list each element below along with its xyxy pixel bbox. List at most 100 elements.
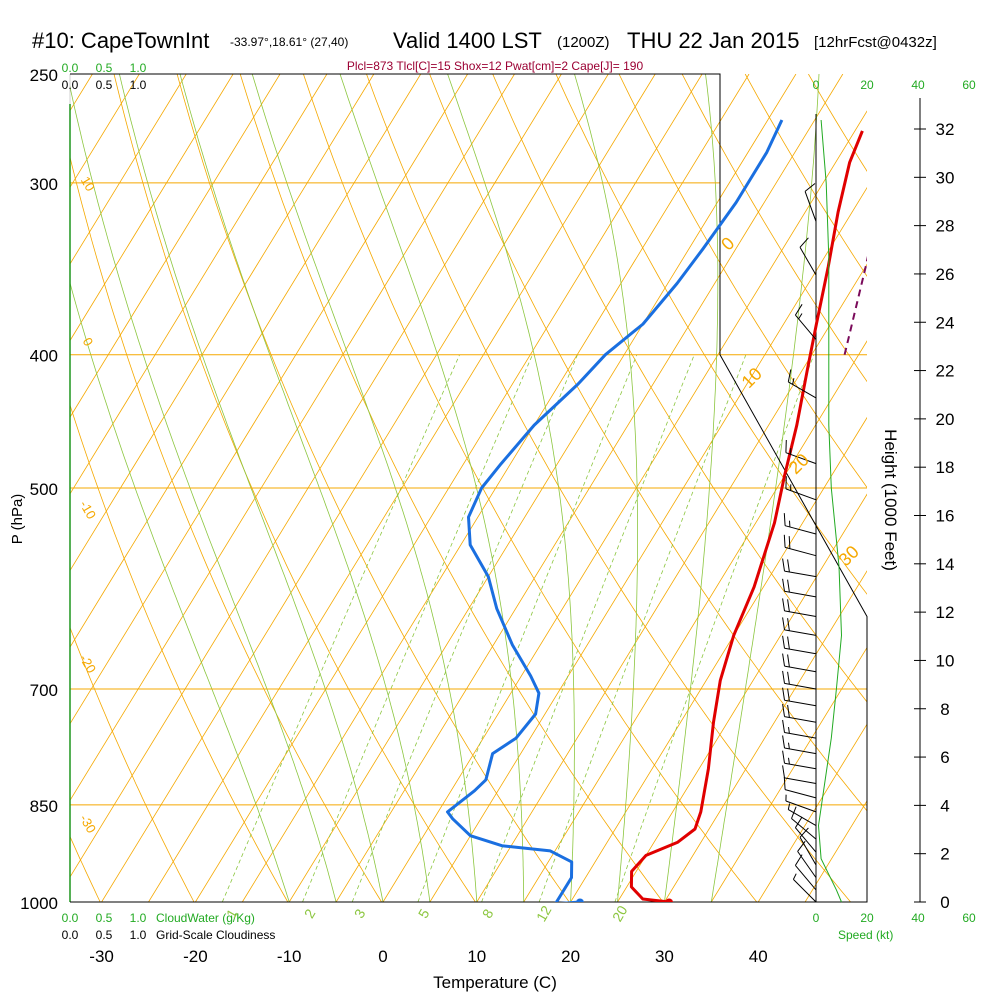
height-tick-label: 28 <box>936 217 955 236</box>
pressure-tick-label: 300 <box>30 175 58 194</box>
title-valid: Valid 1400 LST <box>393 28 542 53</box>
speed-tick-top: 60 <box>962 78 976 92</box>
wind-barb <box>783 688 816 706</box>
height-tick-label: 26 <box>936 265 955 284</box>
cloudiness-tick-bottom: 1.0 <box>130 928 147 942</box>
title-station: #10: CapeTownInt <box>32 28 209 53</box>
dry-adiabat-line <box>935 74 1000 902</box>
mixing-ratio-line <box>222 355 459 902</box>
speed-tick-top: 20 <box>860 78 874 92</box>
temperature-tick-label: -20 <box>183 947 208 966</box>
isotherm-edge-label: -30 <box>77 812 99 836</box>
cloudiness-label: Grid-Scale Cloudiness <box>156 928 275 942</box>
wind-barb <box>786 795 816 812</box>
pressure-tick-label: 400 <box>30 347 58 366</box>
temperature-tick-label: -30 <box>89 947 114 966</box>
pressure-tick-label: 1000 <box>20 894 58 913</box>
title-forecast: [12hrFcst@0432z] <box>814 34 937 51</box>
title-utc: (1200Z) <box>557 34 610 51</box>
cloudwater-tick-top: 1.0 <box>130 61 147 75</box>
mixing-ratio-label: 20 <box>609 903 631 925</box>
wind-barb <box>783 579 816 597</box>
wind-barb <box>783 704 816 722</box>
pressure-tick-label: 250 <box>30 66 58 85</box>
cloudiness-tick-bottom: 0.5 <box>96 928 113 942</box>
background-lines <box>0 74 1000 902</box>
temperature-tick-label: 20 <box>561 947 580 966</box>
wind-barb <box>805 184 816 222</box>
temperature-tick-label: -10 <box>277 947 302 966</box>
wind-barb <box>783 671 816 689</box>
wind-barb <box>783 736 816 754</box>
cloudwater-tick-top: 0.5 <box>96 61 113 75</box>
temperature-tick-label: 0 <box>378 947 387 966</box>
speed-tick-bottom: 60 <box>962 911 976 925</box>
speed-label: Speed (kt) <box>838 928 893 942</box>
mixing-ratio-label: 8 <box>479 906 497 921</box>
speed-tick-bottom: 40 <box>911 911 925 925</box>
wind-barb <box>783 720 816 738</box>
temperature-tick-label: 30 <box>655 947 674 966</box>
mixing-ratio-label: 3 <box>351 906 369 921</box>
height-tick-label: 20 <box>936 410 955 429</box>
temperature-tick-label: 40 <box>749 947 768 966</box>
height-tick-label: 8 <box>940 700 949 719</box>
height-tick-label: 22 <box>936 362 955 381</box>
height-tick-label: 4 <box>940 796 949 815</box>
wind-barb <box>783 636 816 654</box>
wind-barb <box>793 874 816 902</box>
mixing-ratio-label: 2 <box>301 906 319 921</box>
cloudwater-label: CloudWater (g/Kg) <box>156 911 255 925</box>
speed-tick-bottom: 0 <box>813 911 820 925</box>
profile-lines <box>448 120 900 907</box>
pressure-tick-label: 850 <box>30 797 58 816</box>
cloudwater-tick-bottom: 0.5 <box>96 911 113 925</box>
cloudwater-tick-bottom: 1.0 <box>130 911 147 925</box>
title-date: THU 22 Jan 2015 <box>627 28 799 53</box>
pressure-tick-label: 500 <box>30 480 58 499</box>
cloudwater-tick-top: 0.0 <box>62 61 79 75</box>
wind-barb <box>783 751 816 769</box>
height-tick-label: 30 <box>936 168 955 187</box>
height-tick-label: 14 <box>936 555 955 574</box>
mixing-ratio-label: 12 <box>533 903 555 925</box>
y-axis-label: P (hPa) <box>9 494 26 545</box>
speed-tick-bottom: 20 <box>860 911 874 925</box>
cloudiness-tick-bottom: 0.0 <box>62 928 79 942</box>
temperature-tick-label: 10 <box>467 947 486 966</box>
wind-barb <box>784 777 816 798</box>
dry-adiabat-line <box>0 74 6 902</box>
adiabat-edge-label: 10 <box>738 364 766 392</box>
height-tick-label: 12 <box>936 603 955 622</box>
height-tick-label: 18 <box>936 458 955 477</box>
cloudiness-tick-top: 1.0 <box>130 78 147 92</box>
wind-barb <box>783 559 816 577</box>
height-tick-label: 6 <box>940 748 949 767</box>
height-tick-label: 16 <box>936 507 955 526</box>
height-axis-label: Height (1000 Feet) <box>881 429 900 571</box>
mixing-ratio-label: 5 <box>415 906 433 921</box>
wind-barb <box>800 238 816 275</box>
height-tick-label: 10 <box>936 651 955 670</box>
stability-indices: Plcl=873 Tlcl[C]=15 Shox=12 Pwat[cm]=2 C… <box>347 59 644 73</box>
height-tick-label: 0 <box>940 893 949 912</box>
title-coords: -33.97°,18.61° (27,40) <box>230 35 348 49</box>
cloudwater-tick-bottom: 0.0 <box>62 911 79 925</box>
cloudiness-tick-top: 0.0 <box>62 78 79 92</box>
speed-tick-top: 40 <box>911 78 925 92</box>
x-axis-label: Temperature (C) <box>433 973 557 992</box>
height-tick-label: 24 <box>936 313 955 332</box>
wind-barb <box>800 828 816 865</box>
mixing-ratio-line <box>303 355 533 902</box>
isotherm-edge-label: -20 <box>77 652 99 676</box>
isotherm-edge-label: -10 <box>77 498 99 522</box>
height-tick-label: 2 <box>940 845 949 864</box>
wind-barb <box>783 598 816 616</box>
dewpoint-line <box>448 120 782 904</box>
speed-tick-top: 0 <box>813 78 820 92</box>
cloudiness-tick-top: 0.5 <box>96 78 113 92</box>
wind-barb <box>783 617 816 635</box>
